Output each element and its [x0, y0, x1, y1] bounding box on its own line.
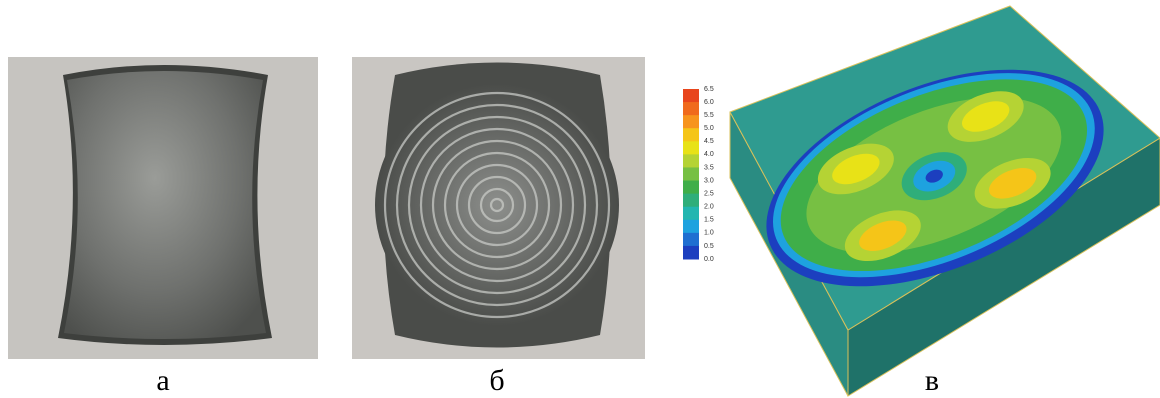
legend-band — [683, 220, 699, 234]
photo-a — [8, 57, 318, 359]
legend-band — [683, 181, 699, 195]
legend-tick-label: 0.5 — [704, 243, 714, 250]
legend-tick-label: 1.5 — [704, 217, 714, 224]
legend-band — [683, 89, 699, 103]
legend-band — [683, 167, 699, 181]
legend-band — [683, 115, 699, 129]
figure: 6.5 6.0 5.5 5.0 4.5 4.0 3.5 3.0 2.5 2.0 1.5 1.0 0.5 0… — [0, 0, 1160, 398]
legend-band — [683, 102, 699, 116]
caption: в — [925, 364, 939, 397]
caption: б — [489, 364, 504, 397]
legend-band — [683, 207, 699, 221]
legend-tick-label: 6.5 — [704, 86, 714, 93]
caption: а — [156, 364, 169, 397]
legend-tick-label: 4.5 — [704, 138, 714, 145]
legend-tick-label: 5.5 — [704, 112, 714, 119]
legend-tick-label: 2.0 — [704, 204, 714, 211]
legend-band — [683, 233, 699, 247]
legend-tick-label: 3.5 — [704, 164, 714, 171]
legend-tick-label: 0.0 — [704, 256, 714, 263]
legend-tick-label: 3.0 — [704, 177, 714, 184]
legend-tick-label: 5.0 — [704, 125, 714, 132]
legend-tick-label: 6.0 — [704, 99, 714, 106]
photo-b — [352, 57, 645, 359]
legend-band — [683, 194, 699, 208]
legend-band — [683, 154, 699, 168]
legend-band — [683, 128, 699, 142]
color-legend: 6.5 6.0 5.5 5.0 4.5 4.0 3.5 3.0 2.5 2.0 1.5 1.0 0.5 0… — [683, 86, 714, 263]
legend-tick-label: 1.0 — [704, 230, 714, 237]
legend-band — [683, 246, 699, 260]
model-c — [730, 6, 1160, 396]
legend-tick-label: 4.0 — [704, 151, 714, 158]
legend-band — [683, 141, 699, 155]
legend-tick-label: 2.5 — [704, 190, 714, 197]
